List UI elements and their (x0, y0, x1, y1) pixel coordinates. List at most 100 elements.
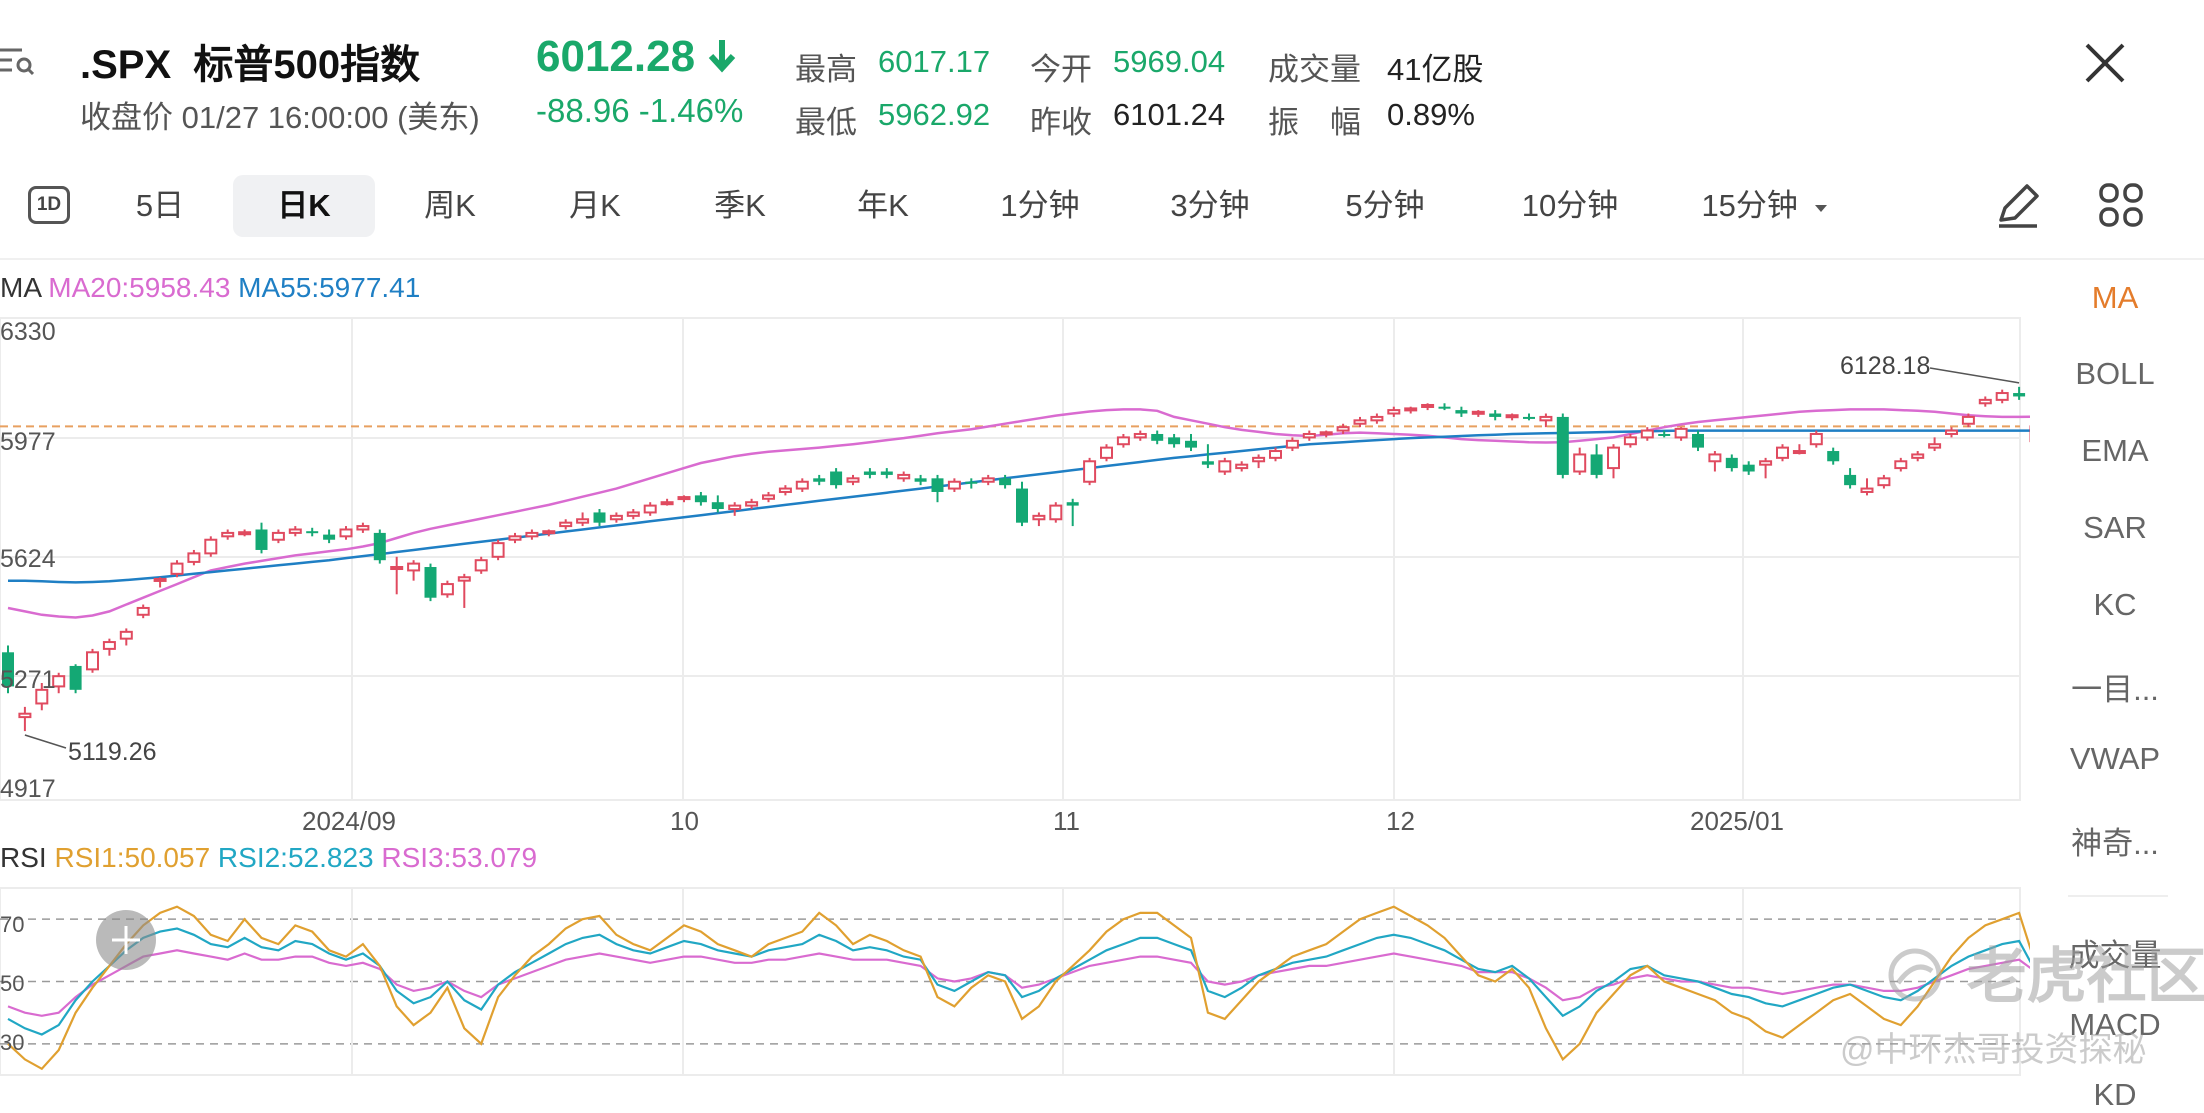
candle-body-up (745, 501, 759, 507)
candle (1995, 389, 2009, 404)
candle (1573, 447, 1587, 475)
candle (323, 529, 336, 544)
candle-body-up (356, 525, 370, 531)
watermark-brand: 老虎社区 (1880, 928, 2204, 1015)
tab-5day[interactable]: 5日 (135, 188, 185, 223)
candle (914, 474, 927, 486)
candle (947, 478, 961, 492)
rsi-tick-label: 30 (0, 1030, 25, 1055)
amplitude-value: 0.89% (1387, 97, 1475, 132)
candle-body-up (491, 542, 505, 558)
tab-1d[interactable]: 1D (28, 186, 70, 224)
draw-pencil-icon[interactable] (1993, 180, 2043, 230)
candle (1302, 430, 1316, 441)
candle-body-up (1100, 446, 1113, 459)
candle (2, 645, 14, 694)
volume-value: 41亿股 (1387, 52, 1484, 87)
indicator-ichimoku[interactable]: 一目... (2071, 672, 2159, 707)
candle-body-up (559, 521, 573, 528)
rsi-tick-label: 50 (0, 971, 25, 996)
candle-body-up (1505, 414, 1519, 419)
candle (981, 474, 995, 486)
candle-body-up (1133, 432, 1147, 439)
candle-body-up (1032, 514, 1046, 521)
ma20-legend: MA20:5958.43 (48, 272, 231, 303)
tab-monthly-k[interactable]: 月K (569, 188, 621, 223)
indicator-volume[interactable]: 成交量 (2068, 938, 2162, 973)
indicator-ma[interactable]: MA (2091, 280, 2139, 315)
candle (1658, 430, 1671, 438)
candle-body-up (677, 496, 691, 501)
candle (52, 672, 66, 694)
candle (1201, 444, 1214, 469)
crosshair-button[interactable] (96, 910, 156, 970)
tab-yearly-k[interactable]: 年K (857, 188, 909, 223)
tab-1min[interactable]: 1分钟 (1000, 188, 1080, 223)
candle (1269, 447, 1282, 462)
tab-quarterly-k[interactable]: 季K (714, 188, 766, 223)
rsi-legend: RSI RSI1:50.057 RSI2:52.823 RSI3:53.079 (0, 842, 537, 874)
tab-10min[interactable]: 10分钟 (1521, 188, 1619, 223)
price-tick-label: 5271 (0, 666, 56, 694)
candle-body-up (1674, 427, 1688, 439)
change-value: -88.96 (536, 92, 630, 129)
close-icon[interactable] (2080, 38, 2130, 88)
indicator-sar[interactable]: SAR (2083, 510, 2147, 545)
candle (288, 526, 302, 537)
candle-body-up (1776, 446, 1789, 459)
indicator-boll[interactable]: BOLL (2075, 356, 2155, 391)
indicator-kc[interactable]: KC (2093, 587, 2137, 622)
candle-body-down (255, 529, 268, 550)
tab-divider (0, 258, 2204, 260)
candle (170, 560, 184, 578)
candle-body-down (1827, 451, 1840, 462)
candle-body-down (999, 478, 1012, 486)
indicator-ema[interactable]: EMA (2081, 433, 2149, 468)
candle-body-down (931, 478, 944, 492)
candle (306, 527, 319, 537)
candle (407, 560, 421, 581)
candle-body-down (830, 471, 843, 486)
candle (846, 474, 860, 486)
candle (1353, 416, 1367, 428)
tab-15min-dropdown[interactable]: 15分钟 (1695, 175, 1835, 237)
indicator-macd[interactable]: MACD (2069, 1007, 2161, 1042)
candle-body-up (339, 528, 353, 538)
candle (897, 471, 911, 482)
indicator-kd[interactable]: KD (2093, 1077, 2137, 1112)
candle-body-up (542, 530, 556, 535)
candle (1370, 413, 1384, 424)
caret-down-icon (1814, 204, 1827, 212)
candle-body-down (1556, 416, 1569, 475)
candle-body-up (1049, 504, 1063, 521)
tab-3min[interactable]: 3分钟 (1170, 188, 1250, 223)
candle (474, 556, 488, 574)
candle-body-up (947, 480, 961, 490)
candle-body-up (1404, 407, 1418, 412)
candle (795, 478, 809, 492)
candle (390, 556, 404, 595)
candle (102, 638, 116, 656)
candle (373, 529, 386, 564)
candle (1978, 396, 1992, 407)
candle (1623, 433, 1637, 448)
grid-layout-icon[interactable] (2098, 182, 2144, 228)
candle (1505, 413, 1519, 421)
candle (1032, 512, 1046, 527)
candle-body-down (373, 532, 386, 561)
kline-chart[interactable] (0, 0, 2030, 1080)
prev-close-value: 6101.24 (1113, 97, 1226, 132)
rsi1-line (7, 905, 2030, 1071)
indicator-vwap[interactable]: VWAP (2069, 741, 2161, 776)
rsi2-legend: RSI2:52.823 (217, 842, 374, 873)
candle (1742, 461, 1755, 475)
tab-daily-k[interactable]: 日K (233, 175, 375, 237)
candle (119, 628, 133, 646)
tab-15min-label: 15分钟 (1701, 188, 1798, 223)
tab-5min[interactable]: 5分钟 (1345, 188, 1425, 223)
amplitude-label: 振 幅 (1268, 105, 1361, 140)
candle (339, 526, 353, 540)
tab-weekly-k[interactable]: 周K (424, 188, 476, 223)
indicator-magic-nine[interactable]: 神奇... (2071, 826, 2159, 861)
menu-search-icon[interactable] (0, 44, 34, 78)
